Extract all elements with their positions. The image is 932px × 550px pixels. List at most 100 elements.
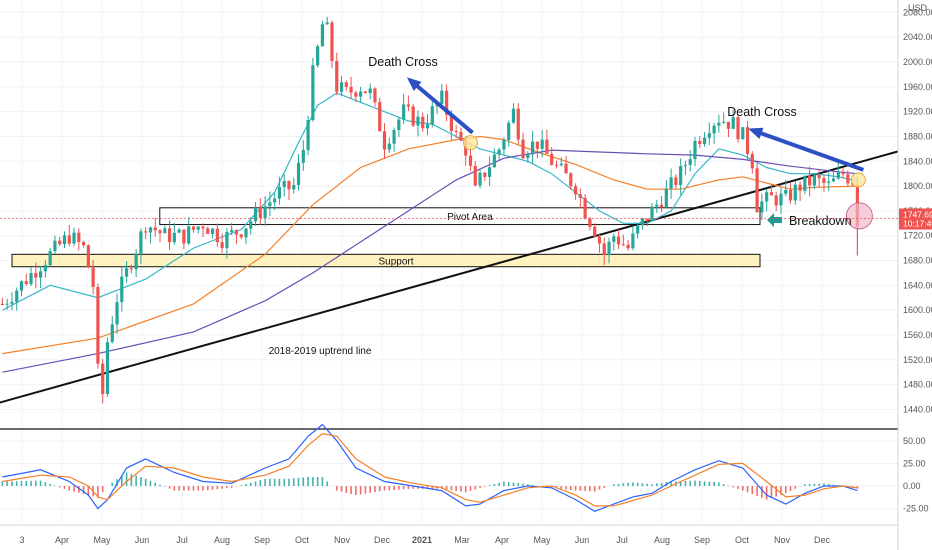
candle-body xyxy=(774,195,778,206)
candle-body xyxy=(645,218,649,222)
macd-histogram-bar xyxy=(216,486,219,490)
death-cross-arrow-head xyxy=(406,77,422,92)
macd-histogram-bar xyxy=(49,483,51,487)
macd-histogram-bar xyxy=(718,482,720,487)
macd-histogram-bar xyxy=(804,484,806,487)
price-tick-label: 1800.00 xyxy=(903,181,932,191)
candle-body xyxy=(5,303,9,305)
macd-histogram-bar xyxy=(493,484,496,487)
candle-body xyxy=(368,88,372,94)
candle-body xyxy=(397,119,401,131)
macd-histogram-bar xyxy=(488,485,491,487)
macd-histogram-bar xyxy=(679,481,682,487)
macd-histogram-bar xyxy=(383,486,386,491)
macd-histogram-bar xyxy=(302,477,305,487)
zone-label: Pivot Area xyxy=(447,212,493,223)
candle-body xyxy=(81,242,86,246)
macd-line xyxy=(2,423,858,512)
time-tick-label: Jul xyxy=(176,535,188,545)
candle-body xyxy=(602,243,606,256)
annotations: Death Cross Death Cross Breakdown xyxy=(368,55,873,230)
candle-body xyxy=(717,122,721,126)
candle-body xyxy=(473,165,477,186)
macd-histogram-bar xyxy=(340,486,343,492)
candle-body xyxy=(827,181,831,183)
candle-body xyxy=(96,286,100,364)
candle-body xyxy=(24,281,28,285)
candle-body xyxy=(593,226,597,237)
support-zone: Pivot Area Support xyxy=(11,207,761,268)
macd-histogram-bar xyxy=(789,486,792,492)
macd-histogram-bar xyxy=(278,478,281,487)
candle-body xyxy=(731,117,735,129)
candle-body xyxy=(105,342,110,394)
macd-histogram-bar xyxy=(751,486,754,495)
macd-histogram-bar xyxy=(512,482,515,487)
macd-histogram-bar xyxy=(756,486,758,496)
macd-histogram-bar xyxy=(464,486,467,493)
sma-blue-line xyxy=(2,92,858,311)
macd-histogram-bar xyxy=(484,486,486,487)
candle-body xyxy=(139,231,143,254)
macd-histogram-bar xyxy=(479,486,481,488)
death-cross-marker xyxy=(850,172,866,188)
candle-body xyxy=(535,141,539,149)
candle-body xyxy=(210,228,215,234)
time-tick-label: Aug xyxy=(654,535,670,545)
time-tick-label: Nov xyxy=(774,535,791,545)
macd-histogram-bar xyxy=(97,486,99,498)
macd-histogram-bar xyxy=(273,478,276,487)
macd-histogram-bar xyxy=(307,477,309,487)
candle-body xyxy=(249,221,253,229)
candle-body xyxy=(745,127,750,154)
price-tick-label: 2040.00 xyxy=(903,32,932,42)
candle-body xyxy=(335,60,339,92)
candle-body xyxy=(187,226,191,244)
time-tick-label: May xyxy=(533,535,551,545)
candle-body xyxy=(91,267,95,287)
candle-body xyxy=(344,82,348,87)
macd-tick-label: -25.00 xyxy=(903,504,929,514)
candle-body xyxy=(626,244,630,249)
candle-body xyxy=(516,108,520,140)
candle-body xyxy=(392,130,396,144)
candle-body xyxy=(373,88,377,103)
macd-histogram-bar xyxy=(794,486,797,489)
macd-histogram-bar xyxy=(230,486,233,488)
price-tick-label: 1560.00 xyxy=(903,330,932,340)
macd-histogram-bar xyxy=(355,486,357,496)
candle-body xyxy=(478,172,482,186)
macd-histogram-bar xyxy=(703,481,706,487)
macd-histogram-bar xyxy=(694,480,696,487)
candle-body xyxy=(846,174,850,184)
candle-body xyxy=(201,226,205,229)
candle-body xyxy=(306,119,310,150)
macd-histogram-bar xyxy=(622,483,625,487)
candle-body xyxy=(569,173,573,187)
time-tick-label: Jun xyxy=(135,535,150,545)
macd-histogram-bar xyxy=(11,481,13,487)
candle-body xyxy=(263,206,267,218)
macd-histogram-bar xyxy=(498,482,500,487)
zone-box xyxy=(159,207,761,226)
candle-body xyxy=(277,186,282,199)
time-tick-label: Sep xyxy=(694,535,710,545)
candle-body xyxy=(320,24,325,47)
candle-body xyxy=(831,178,836,182)
candle-body xyxy=(822,178,826,183)
candle-body xyxy=(19,281,24,291)
macd-histogram-bar xyxy=(593,486,596,492)
macd-histogram-bar xyxy=(832,484,835,487)
macd-histogram-bar xyxy=(211,486,214,490)
macd-histogram-bar xyxy=(522,483,524,487)
candle-body xyxy=(793,184,797,201)
macd-histogram-bar xyxy=(827,484,830,487)
macd-histogram-bar xyxy=(20,481,23,487)
candle-body xyxy=(416,116,420,126)
candle-body xyxy=(583,197,587,219)
candle-body xyxy=(167,228,172,243)
candle-body xyxy=(129,268,133,270)
candle-body xyxy=(559,163,563,166)
